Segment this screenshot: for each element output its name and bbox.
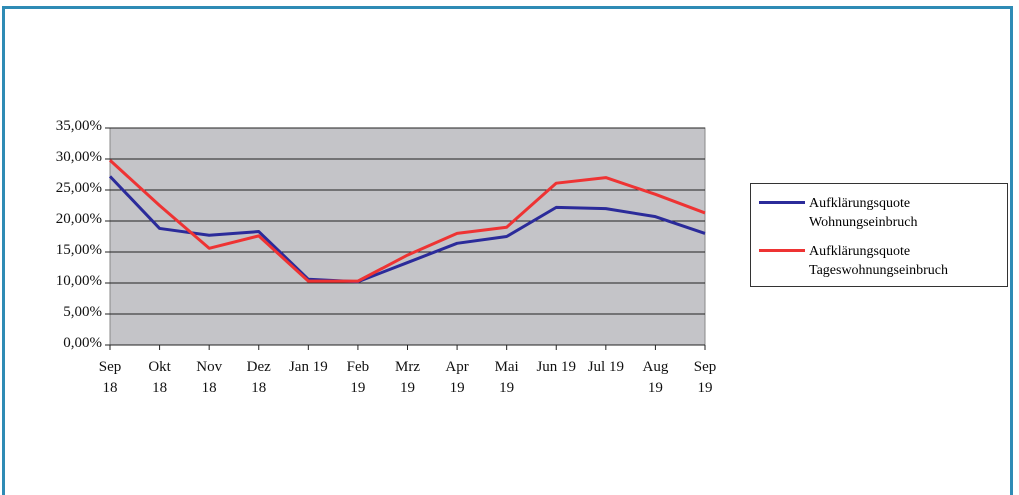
x-tick-label: Okt 18 bbox=[148, 359, 171, 396]
y-tick-label: 35,00% bbox=[55, 118, 102, 134]
y-tick-label: 30,00% bbox=[55, 149, 102, 165]
legend: Aufklärungsquote Wohnungseinbruch Aufklär… bbox=[750, 183, 1008, 287]
y-tick-label: 10,00% bbox=[55, 273, 102, 289]
x-tick-label: Jul 19 bbox=[587, 359, 624, 375]
x-tick-label: Sep 18 bbox=[98, 359, 122, 396]
x-tick-label: Nov 18 bbox=[196, 359, 223, 396]
y-tick-label: 5,00% bbox=[63, 304, 102, 320]
y-tick-label: 15,00% bbox=[55, 242, 102, 258]
x-tick-label: Mrz 19 bbox=[395, 359, 420, 396]
x-tick-label: Jun 19 bbox=[536, 359, 577, 375]
plot-area bbox=[109, 127, 706, 346]
series-line bbox=[108, 175, 706, 284]
x-tick-label: Mai 19 bbox=[494, 359, 519, 396]
y-tick-label: 20,00% bbox=[55, 211, 102, 227]
y-tick-label: 0,00% bbox=[63, 335, 102, 351]
x-tick-label: Feb 19 bbox=[346, 359, 370, 396]
x-tick-label: Apr 19 bbox=[445, 359, 469, 396]
series-line bbox=[108, 159, 706, 283]
y-tick-label: 25,00% bbox=[55, 180, 102, 196]
legend-swatch bbox=[759, 249, 805, 252]
legend-label: Aufklärungsquote Wohnungseinbruch bbox=[809, 196, 918, 230]
x-tick-label: Sep 19 bbox=[693, 359, 717, 396]
x-tick-label: Jan 19 bbox=[288, 359, 328, 375]
x-tick-label: Aug 19 bbox=[642, 359, 669, 396]
legend-swatch bbox=[759, 201, 805, 204]
x-tick-label: Dez 18 bbox=[246, 359, 271, 396]
legend-label: Aufklärungsquote Tageswohnungseinbruch bbox=[809, 244, 948, 278]
frame bbox=[2, 6, 1013, 495]
